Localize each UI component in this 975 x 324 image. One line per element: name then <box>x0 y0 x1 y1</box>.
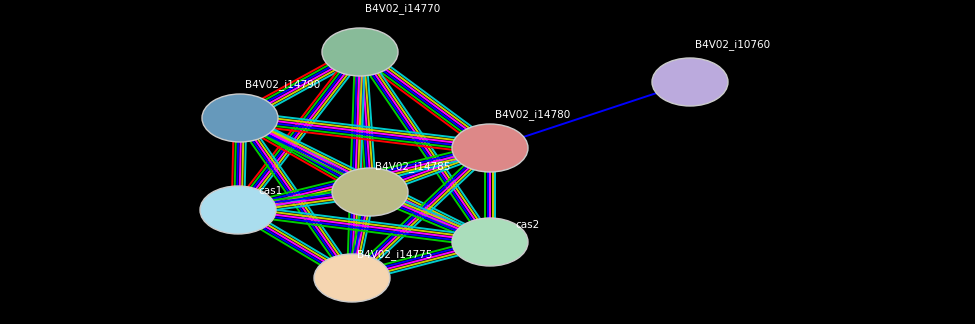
Ellipse shape <box>332 168 408 216</box>
Text: B4V02_i14780: B4V02_i14780 <box>495 109 570 120</box>
Ellipse shape <box>452 124 528 172</box>
Text: cas2: cas2 <box>515 220 539 230</box>
Text: B4V02_i14770: B4V02_i14770 <box>365 3 441 14</box>
Text: B4V02_i14785: B4V02_i14785 <box>375 161 450 172</box>
Text: cas1: cas1 <box>258 186 282 196</box>
Ellipse shape <box>202 94 278 142</box>
Ellipse shape <box>322 28 398 76</box>
Text: B4V02_i14790: B4V02_i14790 <box>245 79 320 90</box>
Ellipse shape <box>452 218 528 266</box>
Ellipse shape <box>652 58 728 106</box>
Ellipse shape <box>314 254 390 302</box>
Text: B4V02_i14775: B4V02_i14775 <box>357 249 432 260</box>
Text: B4V02_i10760: B4V02_i10760 <box>695 39 770 50</box>
Ellipse shape <box>200 186 276 234</box>
